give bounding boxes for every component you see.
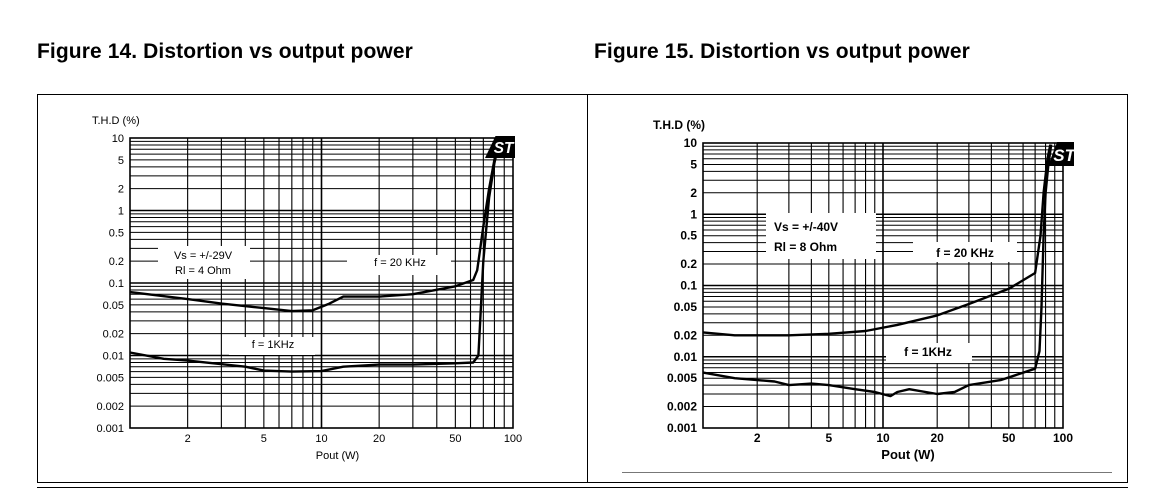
st-logo: ST [1048,142,1077,166]
annotation-box [347,255,451,275]
annotation-label: f = 1KHz [252,339,295,351]
y-tick-label: 2 [118,184,124,196]
st-logo-text: ST [1053,146,1076,165]
annotation-box [229,337,315,355]
x-tick-label: 50 [1002,431,1016,445]
y-tick-label: 0.5 [680,229,697,243]
y-tick-label: 0.2 [680,257,697,271]
x-tick-label: 10 [315,433,327,445]
annotation-label: Vs = +/-40V [774,220,838,234]
figure-15-inner-rule [622,472,1112,473]
figure-14-frame [37,94,588,483]
series-line-f1khz [129,139,501,373]
y-tick-label: 0.01 [674,350,698,364]
figure-14-chart: 10 5 2 1 0.5 0.2 0.1 0.05 0.02 0.01 0.005 0.002 0.00… [92,115,522,462]
annotation-label: f = 1KHz [904,345,952,359]
y-tick-label: 0.5 [109,227,124,239]
y-tick-label: 0.05 [103,300,124,312]
annotation-label: Rl = 4 Ohm [175,265,231,277]
st-logo-shape [485,136,515,158]
y-tick-label: 10 [112,133,124,145]
y-tick-label: 0.1 [680,279,697,293]
y-tick-label: 0.01 [103,351,124,363]
figure-15-chart: 10 5 2 1 0.5 0.2 0.1 0.05 0.02 0.01 0.005 0.002 0.00… [653,118,1077,462]
x-tick-label: 2 [185,433,191,445]
y-tick-label: 0.005 [96,372,124,384]
annotation-box [886,343,972,363]
annotation-label: f = 20 KHz [936,246,994,260]
y-tick-label: 1 [690,207,697,221]
x-tick-label: 100 [1053,431,1073,445]
figure-15-frame [588,94,1128,483]
annotation-label: f = 20 KHz [374,257,426,269]
figure-15-title: Figure 15. Distortion vs output power [594,40,970,63]
x-tick-label: 20 [373,433,385,445]
st-logo-text: ST [494,140,515,157]
annotation-box [766,213,876,259]
page-bottom-rule [37,487,1128,488]
y-tick-label: 0.002 [96,401,124,413]
series-line-f20khz [702,144,1052,337]
y-axis-label: T.H.D (%) [653,118,705,132]
series-line-f1khz [702,144,1053,398]
x-axis-label: Pout (W) [316,450,359,462]
y-tick-label: 5 [118,155,124,167]
y-tick-label: 2 [690,186,697,200]
st-logo-shape [1048,142,1074,166]
x-tick-label: 5 [261,433,267,445]
y-tick-label: 0.002 [667,400,697,414]
x-tick-label: 50 [449,433,461,445]
series-line-f20khz [129,139,501,313]
horizontal-gridlines [703,145,1063,408]
x-tick-label: 100 [504,433,522,445]
annotation-box [913,242,1017,262]
x-axis-label: Pout (W) [881,447,934,462]
y-tick-label: 1 [118,206,124,218]
y-tick-label: 0.1 [109,278,124,290]
st-logo: ST [485,136,515,158]
figure-14-title: Figure 14. Distortion vs output power [37,40,413,63]
y-tick-label: 0.02 [103,329,124,341]
y-tick-label: 10 [684,136,698,150]
annotation-label: Vs = +/-29V [174,250,233,262]
y-axis-label: T.H.D (%) [92,115,140,127]
x-tick-label: 10 [876,431,890,445]
annotation-box [158,246,250,279]
y-tick-label: 0.001 [667,421,697,435]
x-tick-label: 20 [931,431,945,445]
y-tick-label: 0.05 [674,300,698,314]
x-tick-label: 5 [825,431,832,445]
y-tick-label: 5 [690,157,697,171]
y-tick-label: 0.02 [674,328,698,342]
x-tick-label: 2 [754,431,761,445]
y-tick-label: 0.005 [667,371,697,385]
annotation-label: Rl = 8 Ohm [774,240,837,254]
y-tick-label: 0.001 [96,423,124,435]
y-tick-label: 0.2 [109,256,124,268]
